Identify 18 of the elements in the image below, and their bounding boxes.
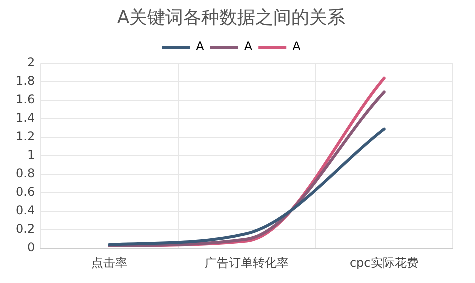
legend-label: A <box>196 40 206 54</box>
y-tick-label: 0.4 <box>16 204 36 218</box>
y-tick-label: 1 <box>27 148 36 162</box>
chart-title: A关键词各种数据之间的关系 <box>117 7 346 28</box>
x-tick-label: 广告订单转化率 <box>205 256 290 270</box>
y-tick-label: 0.8 <box>16 166 36 181</box>
y-tick-label: 1.8 <box>16 74 36 88</box>
y-tick-label: 1.4 <box>16 111 36 126</box>
y-tick-label: 0.2 <box>16 222 36 236</box>
legend-label: A <box>292 40 302 54</box>
y-tick-label: 0 <box>27 240 36 255</box>
y-tick-label: 1.6 <box>16 92 36 107</box>
legend-label: A <box>244 40 254 54</box>
y-tick-label: 2 <box>27 56 36 70</box>
y-tick-label: 1.2 <box>16 130 36 144</box>
x-tick-label: 点击率 <box>92 256 128 270</box>
x-tick-label: cpc实际花费 <box>350 256 419 270</box>
y-tick-label: 0.6 <box>16 185 36 200</box>
